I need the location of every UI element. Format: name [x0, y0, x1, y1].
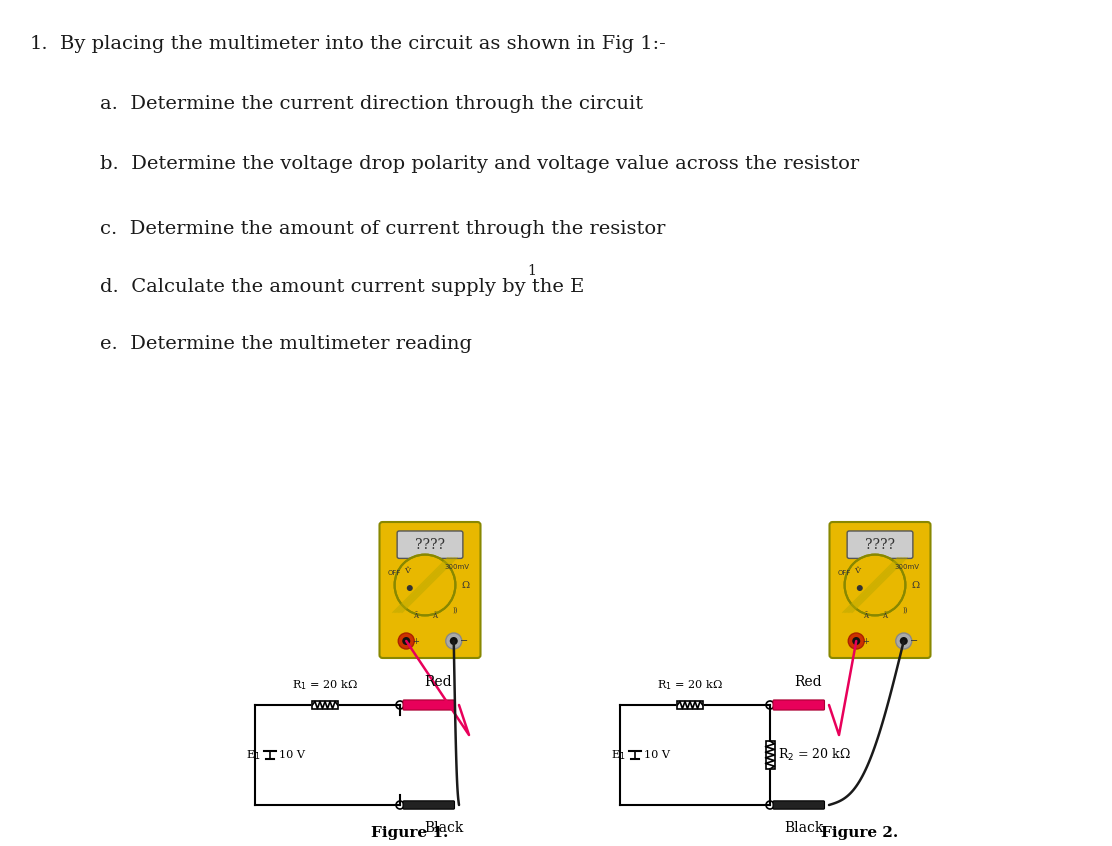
Text: Ā: Ā: [863, 613, 868, 620]
Text: Ã: Ã: [882, 613, 886, 620]
Text: Figure 1.: Figure 1.: [371, 826, 448, 840]
Circle shape: [845, 555, 905, 615]
Circle shape: [900, 637, 907, 645]
Circle shape: [398, 633, 415, 649]
Bar: [765, 741, 774, 769]
Text: By placing the multimeter into the circuit as shown in Fig 1:-: By placing the multimeter into the circu…: [60, 35, 666, 53]
Circle shape: [766, 801, 774, 809]
Text: Figure 2.: Figure 2.: [822, 826, 898, 840]
Text: 1: 1: [527, 264, 536, 278]
Circle shape: [446, 633, 461, 649]
Text: c.  Determine the amount of current through the resistor: c. Determine the amount of current throu…: [100, 220, 665, 238]
Text: ????: ????: [415, 538, 445, 552]
Text: Red: Red: [794, 675, 822, 689]
Text: Black: Black: [784, 821, 823, 835]
FancyBboxPatch shape: [830, 522, 931, 658]
Text: +: +: [413, 636, 419, 645]
Text: R$_1$ = 20 kΩ: R$_1$ = 20 kΩ: [292, 678, 358, 692]
Text: )): )): [903, 607, 909, 613]
Text: 10 V: 10 V: [644, 750, 671, 760]
Text: Ω: Ω: [461, 580, 469, 590]
Text: E$_1$: E$_1$: [612, 748, 626, 762]
Circle shape: [449, 637, 458, 645]
Circle shape: [407, 585, 413, 591]
Text: −: −: [459, 636, 468, 646]
FancyBboxPatch shape: [773, 700, 824, 710]
Text: 1.: 1.: [30, 35, 49, 53]
Text: 10 V: 10 V: [279, 750, 305, 760]
Text: Red: Red: [424, 675, 451, 689]
Text: d.  Calculate the amount current supply by the E: d. Calculate the amount current supply b…: [100, 278, 584, 296]
Circle shape: [848, 633, 864, 649]
Circle shape: [395, 555, 456, 615]
Text: E$_1$: E$_1$: [247, 748, 261, 762]
Text: Black: Black: [424, 821, 464, 835]
Circle shape: [896, 633, 912, 649]
Text: a.  Determine the current direction through the circuit: a. Determine the current direction throu…: [100, 95, 643, 113]
Text: Ā: Ā: [414, 613, 418, 620]
Text: V̂: V̂: [854, 568, 861, 575]
FancyBboxPatch shape: [397, 531, 463, 558]
Text: 300mV: 300mV: [445, 563, 469, 569]
FancyBboxPatch shape: [403, 801, 455, 809]
Text: OFF: OFF: [837, 570, 851, 576]
Text: Ã: Ã: [431, 613, 437, 620]
Text: V̂: V̂: [405, 568, 410, 575]
Text: R$_2$ = 20 kΩ: R$_2$ = 20 kΩ: [778, 747, 851, 763]
FancyBboxPatch shape: [773, 801, 824, 809]
Text: 300mV: 300mV: [894, 563, 920, 569]
Text: ????: ????: [865, 538, 895, 552]
Circle shape: [403, 637, 410, 645]
FancyBboxPatch shape: [847, 531, 913, 558]
Text: Ω: Ω: [912, 580, 920, 590]
Text: +: +: [862, 636, 870, 645]
Bar: [312, 701, 338, 709]
Circle shape: [857, 585, 863, 591]
Text: R$_1$ = 20 kΩ: R$_1$ = 20 kΩ: [657, 678, 723, 692]
FancyBboxPatch shape: [379, 522, 480, 658]
Text: OFF: OFF: [387, 570, 400, 576]
Circle shape: [396, 701, 404, 709]
Text: −: −: [910, 636, 917, 646]
Circle shape: [852, 637, 861, 645]
FancyBboxPatch shape: [403, 700, 455, 710]
Circle shape: [766, 701, 774, 709]
Text: b.  Determine the voltage drop polarity and voltage value across the resistor: b. Determine the voltage drop polarity a…: [100, 155, 860, 173]
Circle shape: [396, 801, 404, 809]
Bar: [677, 701, 703, 709]
Text: )): )): [453, 607, 458, 613]
Text: e.  Determine the multimeter reading: e. Determine the multimeter reading: [100, 335, 471, 353]
